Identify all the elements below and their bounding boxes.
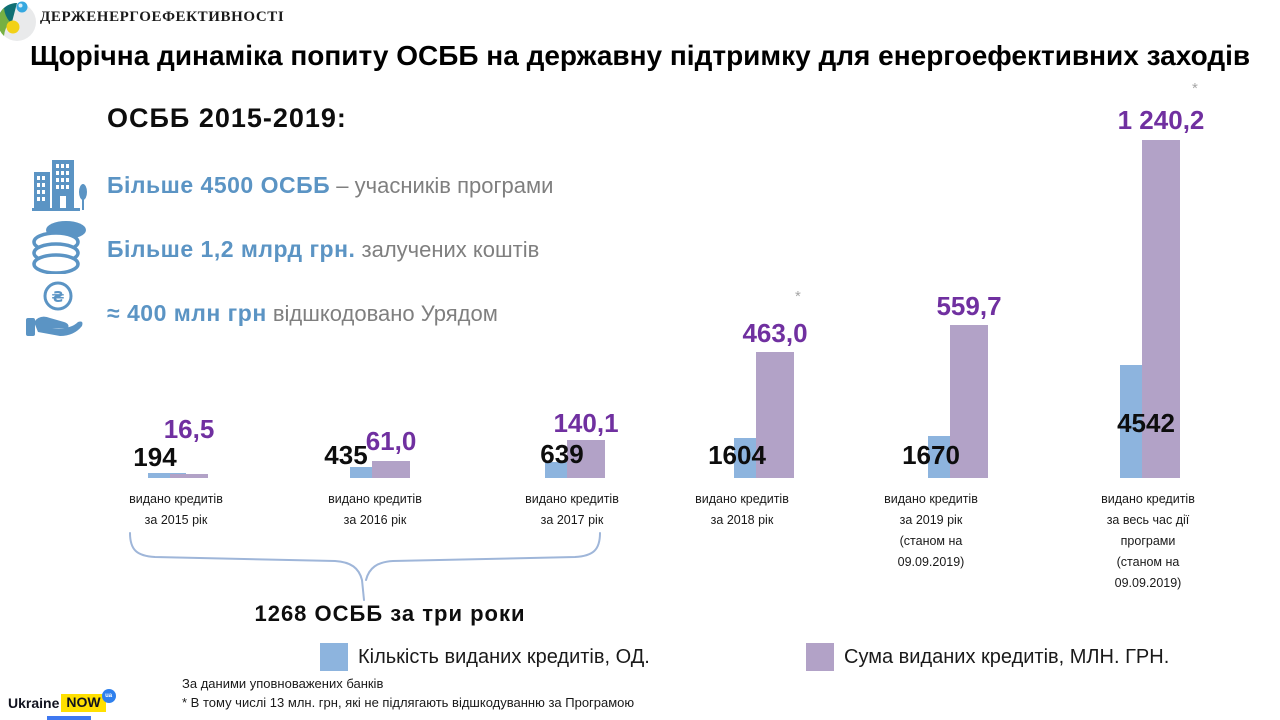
count-value-2017: 639 xyxy=(540,439,584,469)
category-line: за весь час дії xyxy=(1106,513,1190,527)
summary-item-strong: Більше 1,2 млрд грн. xyxy=(107,236,356,262)
legend-swatch-money xyxy=(806,643,834,671)
category-line: за 2017 рік xyxy=(540,513,604,527)
summary-item-funds: Більше 1,2 млрд грн. залучених коштів xyxy=(107,236,539,263)
category-label-2018: видано кредитів за 2018 рік xyxy=(657,489,827,531)
count-value-2018: 1604 xyxy=(708,440,766,470)
coins-icon xyxy=(32,221,86,274)
legend-item-money: Сума виданих кредитів, МЛН. ГРН. xyxy=(806,643,1169,671)
count-value-2019: 1670 xyxy=(902,440,960,470)
ukraine-now-logo: Ukraine NOW ua xyxy=(8,689,116,712)
summary-item-rest: – учасників програми xyxy=(330,173,554,198)
count-value-2016: 435 xyxy=(324,440,368,470)
brace xyxy=(129,532,601,601)
money-value-2017: 140,1 xyxy=(553,408,619,438)
summary-item-rest: залучених коштів xyxy=(355,237,540,262)
bar-count-2016 xyxy=(350,467,388,478)
category-line: видано кредитів xyxy=(884,492,978,506)
asterisk-total: * xyxy=(1192,80,1198,97)
bar-money-total xyxy=(1142,140,1180,478)
ukraine-now-bluebar xyxy=(47,716,91,720)
legend-label-count: Кількість виданих кредитів, ОД. xyxy=(358,645,650,668)
category-line: програми xyxy=(1120,534,1176,548)
ukraine-now-word2: NOW xyxy=(61,694,106,712)
bar-count-2015 xyxy=(148,473,186,478)
agency-sphere-logo xyxy=(0,1,36,41)
footnote-source: За даними уповноважених банків xyxy=(182,676,384,691)
category-line: 09.09.2019) xyxy=(897,555,965,569)
svg-text:₴: ₴ xyxy=(52,288,65,306)
category-line: за 2015 рік xyxy=(144,513,208,527)
legend-item-count: Кількість виданих кредитів, ОД. xyxy=(320,643,650,671)
legend-label-money: Сума виданих кредитів, МЛН. ГРН. xyxy=(844,645,1170,668)
category-label-2015: видано кредитів за 2015 рік xyxy=(91,489,261,531)
category-label-2016: видано кредитів за 2016 рік xyxy=(290,489,460,531)
summary-item-rest: відшкодовано Урядом xyxy=(266,301,498,326)
money-value-2015: 16,5 xyxy=(163,414,215,444)
money-value-total: 1 240,2 xyxy=(1117,105,1205,135)
category-line: видано кредитів xyxy=(695,492,789,506)
buildings-icon xyxy=(32,160,87,211)
summary-heading: ОСББ 2015-2019: xyxy=(107,103,347,133)
money-value-2019: 559,7 xyxy=(936,291,1002,321)
summary-item-reimbursed: ≈ 400 млн грн відшкодовано Урядом xyxy=(107,300,498,327)
agency-name: ДЕРЖЕНЕРГОЕФЕКТИВНОСТІ xyxy=(40,9,285,25)
category-line: (станом на xyxy=(1116,555,1180,569)
money-value-2016: 61,0 xyxy=(365,426,417,456)
ukraine-now-word1: Ukraine xyxy=(8,695,60,711)
category-label-2017: видано кредитів за 2017 рік xyxy=(487,489,657,531)
category-line: видано кредитів xyxy=(1101,492,1195,506)
category-line: (станом на xyxy=(899,534,963,548)
brace-annotation: 1268 ОСББ за три роки xyxy=(254,601,526,626)
summary-item-strong: Більше 4500 ОСББ xyxy=(107,172,331,198)
footnote-asterisk: * В тому числі 13 млн. грн, які не підля… xyxy=(182,695,635,710)
count-value-2015: 194 xyxy=(133,442,177,472)
count-value-total: 4542 xyxy=(1117,408,1175,438)
bar-money-2019 xyxy=(950,325,988,478)
money-value-2018: 463,0 xyxy=(742,318,808,348)
bar-money-2016 xyxy=(372,461,410,478)
category-line: за 2019 рік xyxy=(899,513,963,527)
summary-item-strong: ≈ 400 млн грн xyxy=(107,300,267,326)
hand-coin-icon: ₴ xyxy=(26,281,83,336)
category-line: видано кредитів xyxy=(129,492,223,506)
summary-item-participants: Більше 4500 ОСББ – учасників програми xyxy=(107,172,553,199)
ua-badge-icon: ua xyxy=(101,689,116,703)
category-label-total: видано кредитів за весь час дії програми (с… xyxy=(1063,489,1233,594)
slide-title: Щорічна динаміка попиту ОСББ на державну… xyxy=(30,40,1251,71)
asterisk-2018: * xyxy=(795,288,801,305)
legend-swatch-count xyxy=(320,643,348,671)
bar-money-2017 xyxy=(567,440,605,478)
category-line: за 2016 рік xyxy=(343,513,407,527)
category-line: видано кредитів xyxy=(525,492,619,506)
category-line: 09.09.2019) xyxy=(1114,576,1182,590)
category-line: за 2018 рік xyxy=(710,513,774,527)
category-line: видано кредитів xyxy=(328,492,422,506)
bar-money-2018 xyxy=(756,352,794,478)
category-label-2019: видано кредитів за 2019 рік (станом на 09.0… xyxy=(846,489,1016,573)
bar-money-2015 xyxy=(170,474,208,478)
